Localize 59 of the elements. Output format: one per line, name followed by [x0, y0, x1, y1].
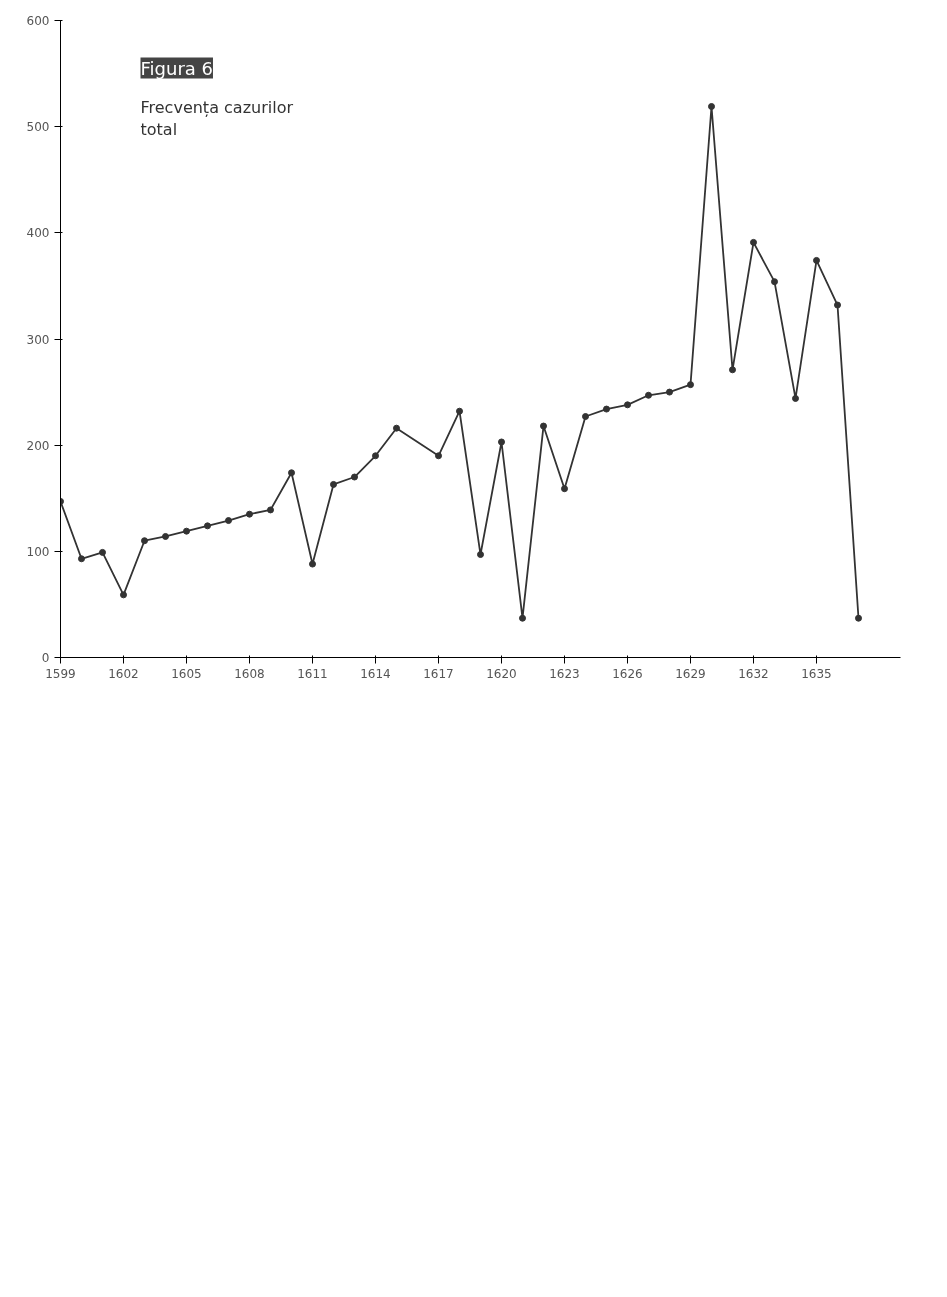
point [603, 405, 610, 413]
point [267, 506, 274, 514]
y-tick-label: 0 [41, 651, 50, 665]
point [498, 438, 505, 446]
x-tick-label: 1599 [45, 666, 76, 681]
point [708, 103, 715, 110]
point [540, 422, 547, 430]
point [792, 394, 799, 402]
point [855, 614, 862, 622]
y-tick-label: 400 [26, 226, 50, 241]
text: Figura 6 [140, 57, 213, 79]
point [582, 413, 589, 420]
point [78, 555, 85, 563]
text: Frecvența cazurilor total [140, 97, 294, 140]
point [771, 278, 778, 286]
point [687, 381, 694, 389]
y-tick-label: 600 [26, 14, 50, 28]
x-tick-label: 1629 [675, 666, 706, 681]
point [813, 256, 820, 264]
x-tick-label: 1614 [360, 666, 391, 681]
y-tick-label: 300 [26, 332, 50, 347]
y-tick-label: 200 [26, 438, 50, 453]
point [645, 391, 652, 399]
point [666, 388, 673, 396]
x-tick-label: 1620 [486, 666, 517, 681]
point [834, 301, 841, 309]
point [225, 517, 232, 525]
point [246, 510, 253, 518]
x-tick-label: 1611 [297, 666, 328, 681]
point [99, 548, 106, 556]
point [120, 591, 127, 599]
point [162, 532, 169, 540]
point [330, 480, 337, 488]
point [750, 238, 757, 246]
point [477, 551, 484, 559]
point [561, 485, 568, 493]
point [624, 401, 631, 409]
y-tick-label: 100 [26, 544, 50, 559]
point [519, 614, 526, 622]
point [204, 522, 211, 530]
point [435, 452, 442, 460]
point [309, 560, 316, 568]
point [288, 469, 295, 477]
y-tick-label: 500 [26, 120, 50, 135]
point [141, 537, 148, 545]
point [456, 407, 463, 415]
x-tick-label: 1635 [801, 666, 832, 681]
x-tick-label: 1608 [234, 666, 265, 681]
point [729, 366, 736, 374]
x-tick-label: 1632 [738, 666, 769, 681]
point [183, 527, 190, 535]
x-tick-label: 1626 [612, 666, 643, 681]
x-tick-label: 1605 [171, 666, 202, 681]
point [351, 473, 358, 481]
x-tick-label: 1602 [108, 666, 139, 681]
x-tick-label: 1623 [549, 666, 580, 681]
point [393, 424, 400, 432]
x-tick-label: 1617 [423, 666, 454, 681]
point [372, 452, 379, 460]
